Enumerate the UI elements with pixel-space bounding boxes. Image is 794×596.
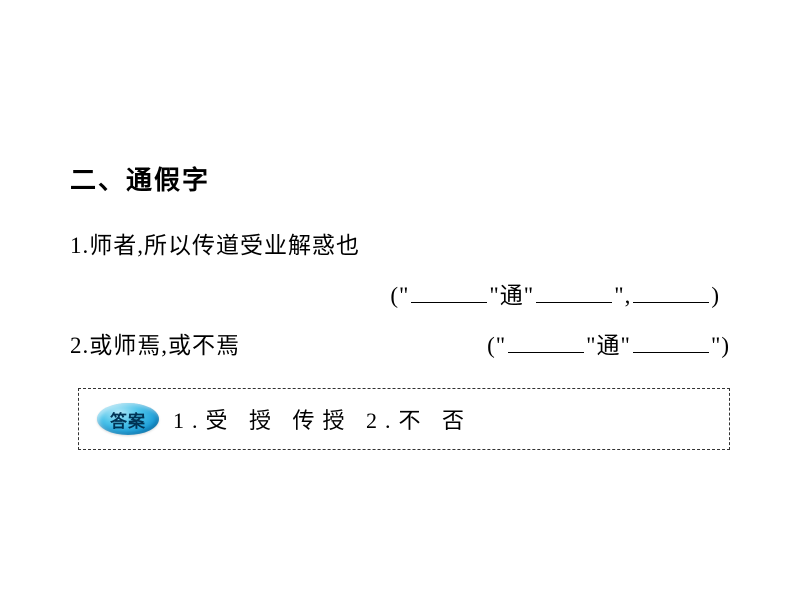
question-2-number: 2. — [70, 333, 89, 358]
paren-open: (" — [390, 283, 409, 308]
blank-field — [411, 283, 487, 303]
blank-field — [633, 333, 709, 353]
blank-field — [536, 283, 612, 303]
blank-field — [633, 283, 709, 303]
question-1-content: 师者,所以传道受业解惑也 — [89, 233, 360, 258]
section-heading: 二、通假字 — [70, 160, 730, 197]
paren-close: ) — [711, 283, 720, 308]
fill-mid2: ", — [614, 283, 631, 308]
answer-box: 答案 1.受 授 传授 2.不 否 — [78, 388, 730, 450]
paren-open: (" — [487, 333, 506, 358]
answer-badge: 答案 — [97, 403, 159, 435]
question-2-content: 或师焉,或不焉 — [89, 333, 240, 358]
fill-mid1: "通" — [489, 283, 534, 308]
question-1-blanks: (" "通" ",) — [70, 276, 730, 310]
question-1-text: 1.师者,所以传道受业解惑也 — [70, 225, 730, 266]
answer-text: 1.受 授 传授 2.不 否 — [173, 403, 472, 435]
paren-close: ") — [711, 333, 730, 358]
document-content: 二、通假字 1.师者,所以传道受业解惑也 (" "通" ",) 2.或师焉,或不焉 … — [70, 160, 730, 450]
blank-field — [508, 333, 584, 353]
question-1-number: 1. — [70, 233, 89, 258]
fill-mid: "通" — [586, 333, 631, 358]
question-2-row: 2.或师焉,或不焉 (" "通" ") — [70, 326, 730, 360]
question-2-text: 2.或师焉,或不焉 — [70, 326, 240, 360]
question-2-blanks: (" "通" ") — [487, 326, 730, 360]
